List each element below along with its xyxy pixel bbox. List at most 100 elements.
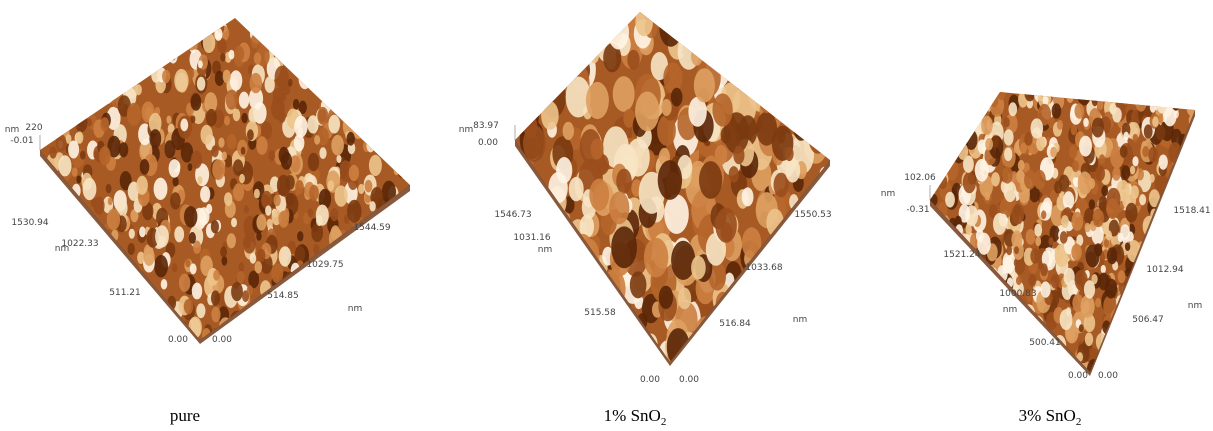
grain bbox=[1187, 253, 1197, 269]
grain bbox=[378, 273, 384, 283]
grain bbox=[980, 86, 992, 106]
grain bbox=[87, 119, 92, 127]
grain bbox=[1004, 181, 1017, 202]
grain bbox=[53, 210, 60, 221]
grain bbox=[281, 308, 291, 324]
grain bbox=[954, 81, 968, 103]
grain bbox=[597, 321, 610, 343]
grain bbox=[308, 303, 314, 312]
grain bbox=[944, 321, 953, 336]
grain bbox=[1016, 317, 1023, 328]
grain bbox=[799, 34, 821, 70]
grain bbox=[341, 94, 346, 102]
grain bbox=[90, 324, 96, 333]
grain bbox=[278, 211, 289, 228]
grain bbox=[742, 187, 754, 206]
grain bbox=[79, 49, 87, 62]
grain bbox=[47, 276, 60, 297]
grain bbox=[259, 323, 273, 345]
grain bbox=[402, 272, 408, 282]
grain bbox=[396, 279, 409, 300]
grain bbox=[373, 304, 381, 318]
grain bbox=[930, 103, 942, 123]
grain bbox=[943, 126, 954, 144]
grain bbox=[1122, 89, 1131, 104]
grain bbox=[807, 76, 827, 109]
grain bbox=[90, 81, 101, 99]
grain bbox=[1121, 165, 1130, 179]
grain bbox=[796, 271, 808, 290]
grain bbox=[189, 232, 196, 244]
grain bbox=[928, 278, 939, 295]
grain bbox=[155, 225, 169, 247]
grain bbox=[368, 29, 380, 49]
grain bbox=[988, 324, 997, 338]
grain bbox=[1050, 147, 1057, 158]
grain bbox=[1097, 100, 1103, 111]
grain bbox=[1170, 309, 1179, 324]
grain bbox=[63, 326, 70, 337]
grain bbox=[79, 295, 91, 315]
grain bbox=[374, 333, 379, 341]
grain bbox=[966, 225, 972, 236]
grain bbox=[803, 37, 818, 61]
grain bbox=[391, 267, 402, 285]
grain bbox=[124, 19, 136, 38]
axis-label: 514.85 bbox=[267, 291, 299, 301]
grain bbox=[330, 208, 338, 221]
grain bbox=[365, 53, 372, 64]
grain bbox=[614, 334, 635, 368]
grain bbox=[126, 65, 134, 79]
grain bbox=[312, 319, 326, 342]
grain bbox=[1130, 185, 1139, 199]
grain bbox=[533, 326, 552, 357]
grain bbox=[982, 301, 993, 319]
grain bbox=[1158, 239, 1164, 249]
grain bbox=[335, 37, 342, 48]
grain bbox=[985, 192, 991, 201]
grain bbox=[521, 333, 544, 370]
grain bbox=[218, 138, 224, 148]
grain bbox=[157, 317, 165, 330]
grain bbox=[940, 326, 947, 337]
grain bbox=[1175, 341, 1185, 357]
grain bbox=[71, 47, 81, 63]
grain bbox=[941, 159, 946, 167]
grain bbox=[378, 314, 386, 327]
grain bbox=[347, 132, 355, 146]
grain bbox=[213, 270, 220, 281]
grain bbox=[245, 238, 251, 248]
grain bbox=[51, 191, 63, 211]
grain bbox=[765, 69, 788, 106]
grain bbox=[1150, 360, 1156, 369]
grain bbox=[1153, 254, 1160, 266]
grain bbox=[1028, 274, 1036, 287]
grain bbox=[279, 246, 292, 266]
grain bbox=[953, 312, 965, 331]
grain bbox=[197, 77, 206, 91]
grain bbox=[1014, 322, 1020, 332]
grain bbox=[92, 55, 103, 72]
grain bbox=[68, 82, 79, 100]
grain bbox=[1052, 103, 1062, 119]
grain bbox=[128, 243, 135, 255]
grain bbox=[211, 290, 220, 305]
grain bbox=[701, 0, 724, 35]
grain bbox=[381, 315, 395, 338]
grain bbox=[223, 70, 231, 83]
grain bbox=[190, 263, 197, 274]
figure: nm220-0.011530.94nm1022.33511.210.000.00… bbox=[0, 0, 1213, 431]
grain bbox=[759, 88, 775, 113]
caption: 1% SnO2 bbox=[604, 406, 667, 428]
grain bbox=[1101, 185, 1108, 196]
grain bbox=[335, 70, 342, 81]
grain bbox=[1110, 331, 1119, 346]
grain bbox=[659, 286, 673, 309]
grain bbox=[1031, 319, 1037, 329]
grain bbox=[1161, 281, 1168, 292]
grain bbox=[309, 285, 317, 298]
grain bbox=[952, 113, 962, 128]
grain bbox=[691, 47, 703, 66]
grain bbox=[323, 276, 330, 288]
grain bbox=[730, 2, 748, 32]
